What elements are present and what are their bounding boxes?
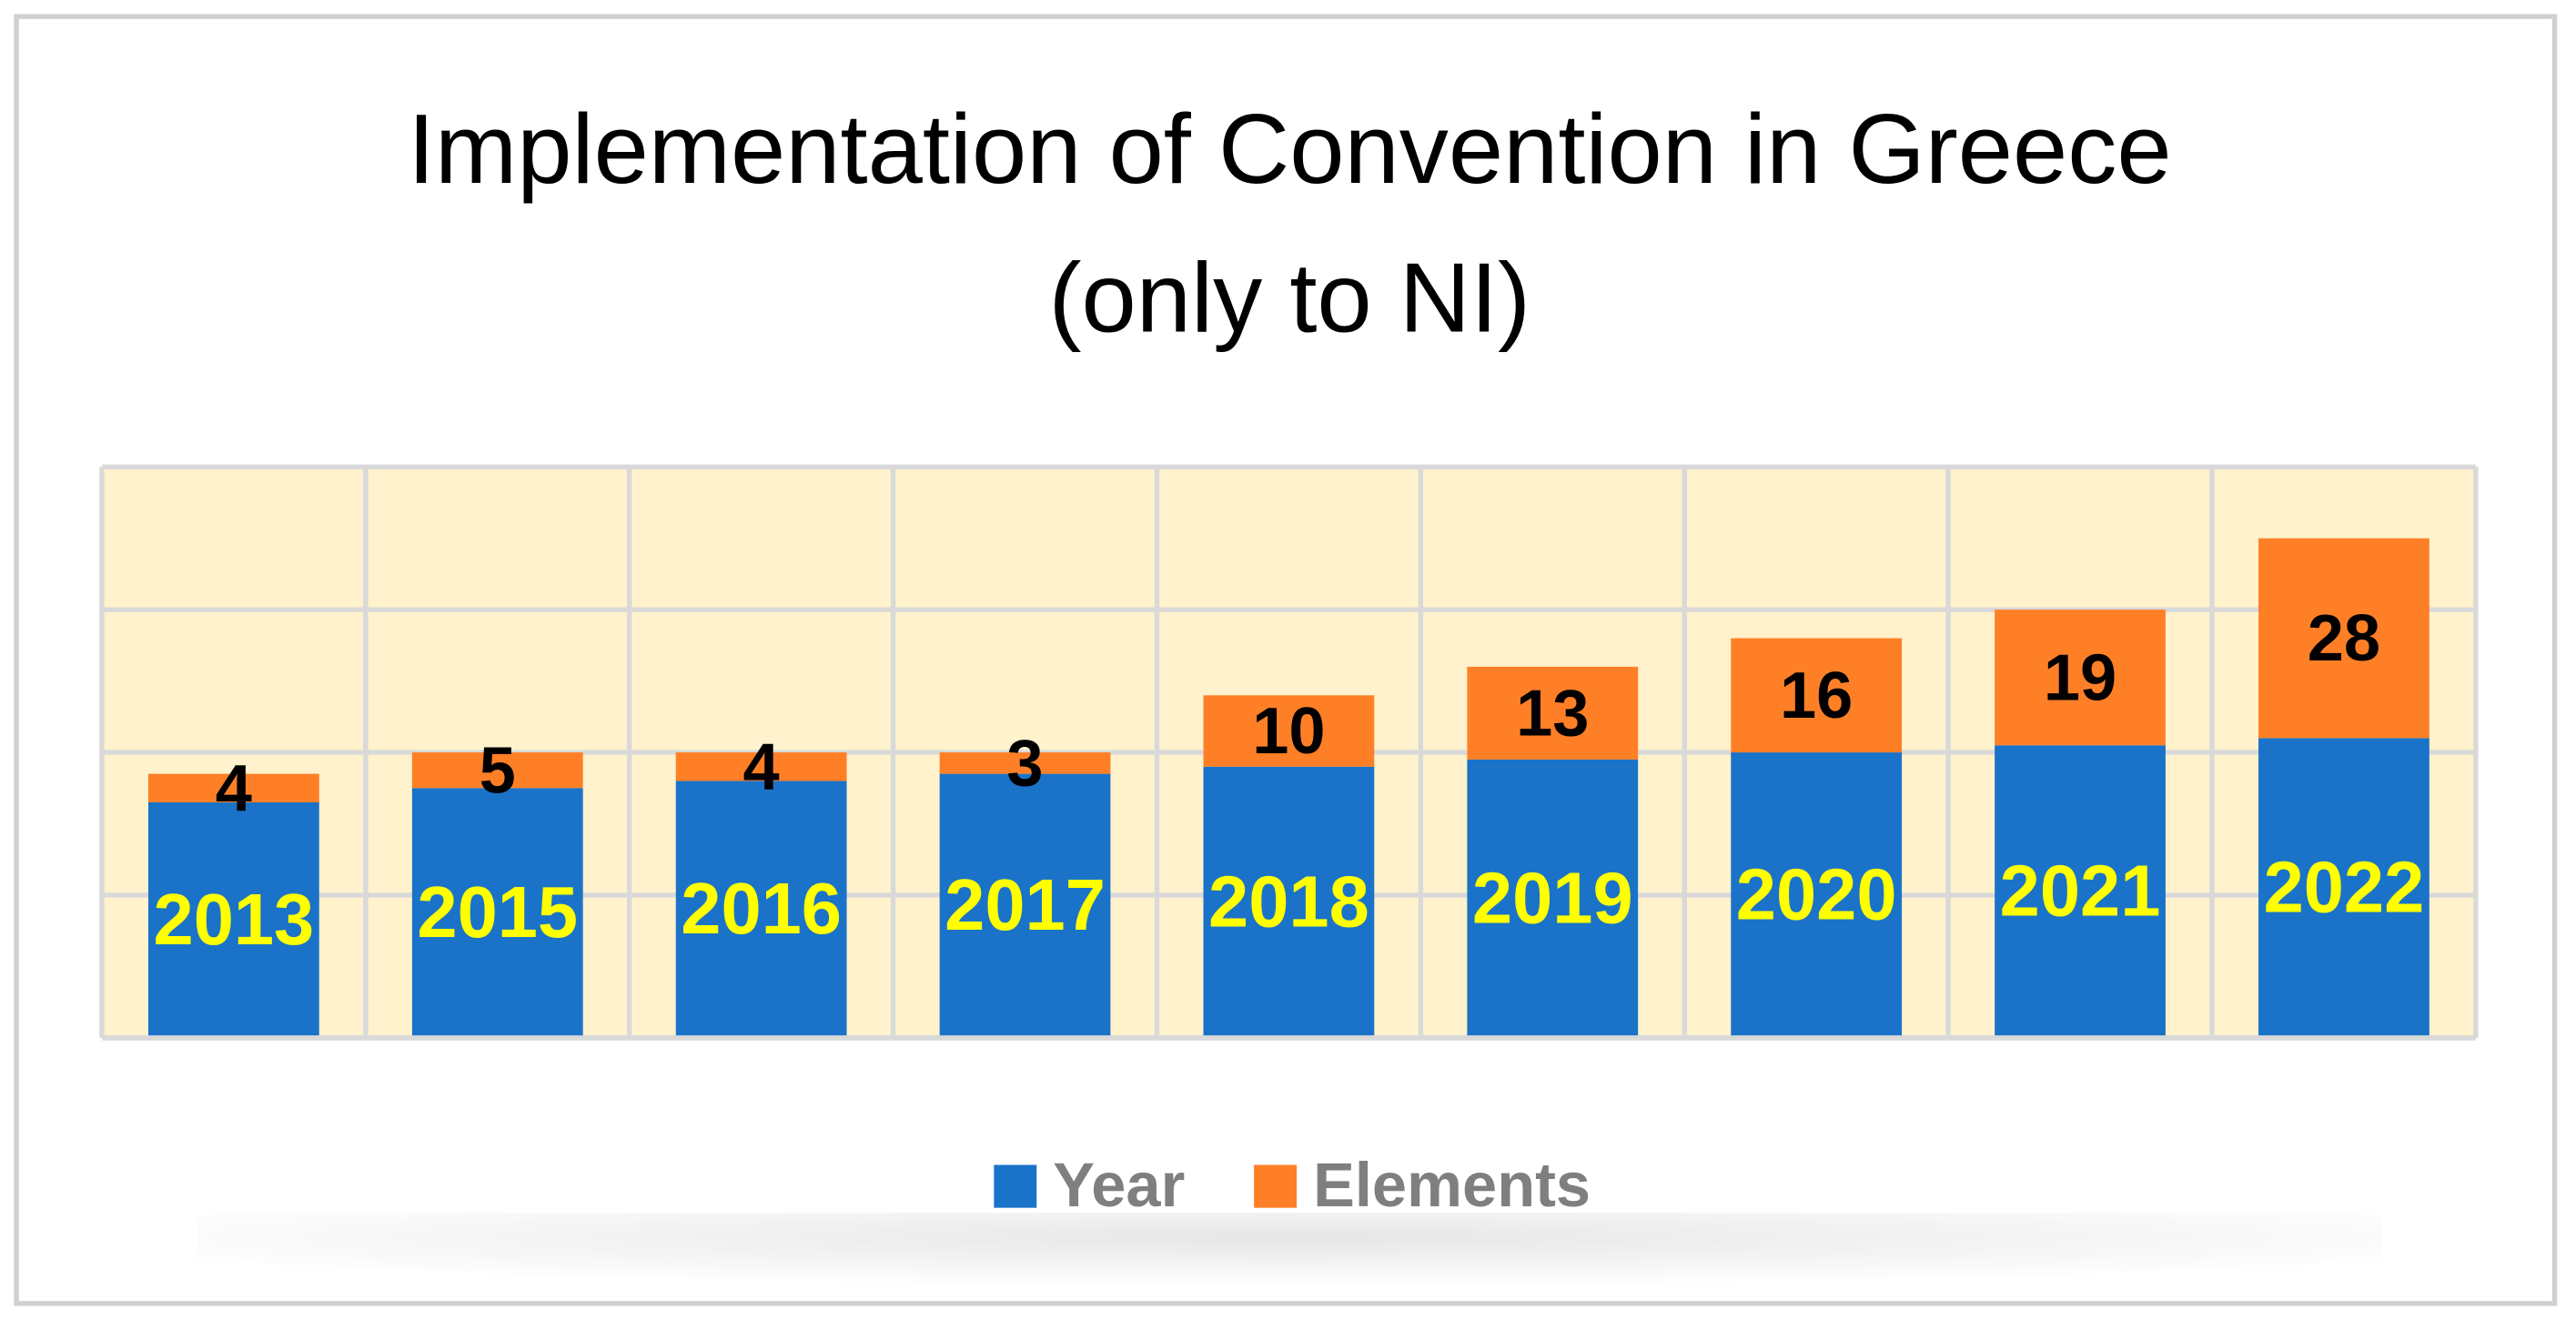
data-label: 2022 <box>2264 846 2425 927</box>
data-label: 4 <box>216 751 252 825</box>
bar-segment <box>2258 538 2430 739</box>
bar-segment <box>147 773 319 802</box>
bar-segment <box>1467 666 1639 760</box>
bar-segment <box>147 801 319 1038</box>
data-label: 5 <box>480 733 516 807</box>
bar-segment <box>675 781 847 1038</box>
data-label: 28 <box>2308 601 2380 675</box>
plot-area: 2013 4 2015 5 2016 4 2017 3 2018 10 2019 13 2020 16 20… <box>99 464 2479 1041</box>
bar-segment <box>1731 638 1903 753</box>
bar-segment <box>1995 610 2166 746</box>
data-label: 3 <box>1006 726 1043 800</box>
data-label: 2021 <box>2000 850 2161 931</box>
legend-swatch <box>994 1164 1037 1208</box>
chart-title: (only to NI) <box>1048 243 1530 353</box>
data-label: 2017 <box>945 864 1106 945</box>
data-label: 13 <box>1516 676 1589 750</box>
data-label: 2018 <box>1208 861 1369 942</box>
bar-segment <box>1995 745 2166 1038</box>
bar-segment <box>1731 752 1903 1038</box>
bar-segment <box>1203 695 1375 767</box>
data-label: 2015 <box>417 872 578 952</box>
data-label: 2019 <box>1472 857 1633 938</box>
bar-segment <box>939 752 1111 774</box>
bar-segment <box>411 788 583 1038</box>
bar-segment <box>1467 759 1639 1038</box>
bar-segment <box>675 752 847 781</box>
data-label: 2013 <box>154 879 315 960</box>
chart-title: Implementation of Convention in Greece <box>408 95 2172 205</box>
data-label: 19 <box>2044 640 2116 714</box>
bar-segment <box>939 773 1111 1038</box>
bar-segment <box>2258 738 2430 1038</box>
data-label: 16 <box>1780 659 1853 732</box>
data-label: 10 <box>1252 694 1325 768</box>
bar-segment <box>411 752 583 789</box>
legend-swatch <box>1254 1164 1298 1208</box>
legend: Year Elements <box>994 1150 1591 1220</box>
legend-shadow <box>197 1213 2382 1295</box>
legend-label: Year <box>1053 1150 1185 1220</box>
data-label: 4 <box>743 730 780 803</box>
bar-segment <box>1203 766 1375 1038</box>
legend-label: Elements <box>1313 1150 1591 1220</box>
data-label: 2020 <box>1736 853 1897 934</box>
data-label: 2016 <box>681 868 842 949</box>
